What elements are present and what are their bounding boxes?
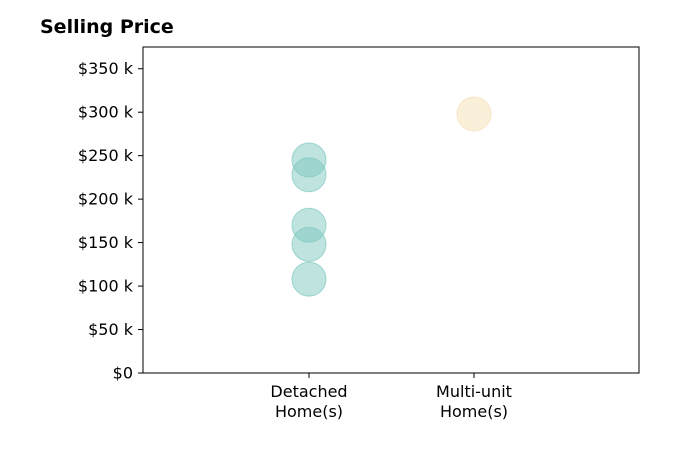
y-tick-label: $300 k bbox=[78, 103, 134, 122]
y-tick-label: $0 bbox=[113, 364, 133, 383]
data-point bbox=[291, 157, 327, 193]
plot-frame bbox=[142, 46, 640, 374]
chart-title: Selling Price bbox=[40, 16, 174, 38]
data-point bbox=[291, 226, 327, 262]
x-tick-label: Multi-unit bbox=[436, 382, 512, 401]
y-tick-label: $100 k bbox=[78, 277, 134, 296]
data-points bbox=[291, 96, 492, 297]
data-point bbox=[456, 96, 492, 132]
y-tick-label: $250 k bbox=[78, 146, 134, 165]
x-tick-label: Home(s) bbox=[275, 402, 343, 421]
data-point bbox=[291, 261, 327, 297]
y-tick-label: $350 k bbox=[78, 59, 134, 78]
x-tick-label: Home(s) bbox=[440, 402, 508, 421]
y-axis: $0 $50 k $100 k $150 k $200 k $250 k $300 k $35… bbox=[78, 59, 143, 383]
y-tick-label: $200 k bbox=[78, 190, 134, 209]
y-tick-label: $50 k bbox=[88, 320, 134, 339]
y-tick-label: $150 k bbox=[78, 233, 134, 252]
x-tick-label: Detached bbox=[270, 382, 347, 401]
